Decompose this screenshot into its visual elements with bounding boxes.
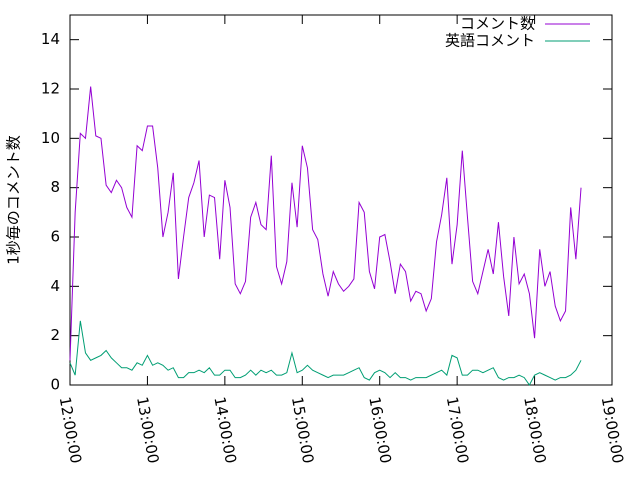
y-tick-label: 8 bbox=[50, 178, 60, 196]
y-tick-label: 12 bbox=[41, 80, 60, 98]
x-tick-label: 15:00:00 bbox=[288, 395, 317, 464]
x-tick-label: 18:00:00 bbox=[520, 395, 549, 464]
y-tick-label: 2 bbox=[50, 326, 60, 344]
y-axis-label: 1秒毎のコメント数 bbox=[5, 135, 23, 265]
y-tick-label: 6 bbox=[50, 228, 60, 246]
data-line bbox=[69, 86, 582, 361]
y-tick-label: 0 bbox=[50, 376, 60, 394]
legend-label: 英語コメント bbox=[445, 32, 535, 50]
x-tick-label: 13:00:00 bbox=[133, 395, 162, 464]
plot-border bbox=[69, 14, 613, 386]
x-tick-label: 17:00:00 bbox=[443, 395, 472, 464]
x-tick-label: 19:00:00 bbox=[598, 395, 627, 464]
x-tick-label: 16:00:00 bbox=[365, 395, 394, 464]
legend-label: コメント数 bbox=[460, 15, 535, 33]
y-tick-label: 14 bbox=[41, 30, 60, 48]
y-tick-label: 10 bbox=[41, 129, 60, 147]
data-line bbox=[69, 320, 582, 386]
x-tick-label: 14:00:00 bbox=[210, 395, 239, 464]
x-tick-label: 12:00:00 bbox=[56, 395, 85, 464]
y-tick-label: 4 bbox=[50, 277, 60, 295]
